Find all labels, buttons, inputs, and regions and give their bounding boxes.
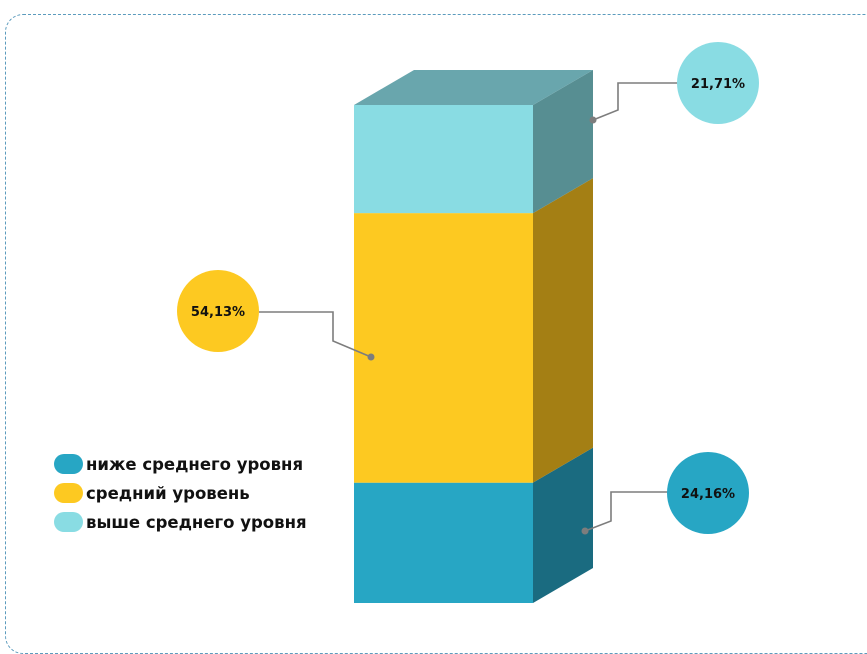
legend-label-2: выше среднего уровня <box>86 513 307 532</box>
bar-segment-front-0 <box>354 482 533 603</box>
callout-layer: 24,16% 54,13% 21,71% <box>177 42 759 535</box>
legend-swatch-0 <box>54 454 83 474</box>
callout-dot-2 <box>589 116 597 124</box>
bar-layer <box>354 70 593 603</box>
stacked-3d-bar-chart: 24,16% 54,13% 21,71% ниже среднего уровня с… <box>54 42 759 603</box>
bar-segment-side-2 <box>533 70 593 214</box>
bar-segment-front-1 <box>354 213 533 483</box>
value-bubble-2 <box>677 42 759 124</box>
legend-swatch-1 <box>54 483 83 503</box>
bar-segment-side-0 <box>533 447 593 603</box>
legend-label-1: средний уровень <box>86 484 250 503</box>
callout-dot-1 <box>367 353 375 361</box>
data-label-1: 54,13% <box>191 305 245 320</box>
callout-dot-0 <box>581 527 589 535</box>
legend-label-0: ниже среднего уровня <box>86 455 303 474</box>
bar-segment-front-2 <box>354 105 533 214</box>
callout-leader-1 <box>259 311 372 358</box>
legend-swatch-2 <box>54 512 83 532</box>
legend: ниже среднего уровня средний уровень выше … <box>54 454 307 532</box>
bar-segment-side-1 <box>533 178 593 483</box>
callout-leader-0 <box>584 491 668 532</box>
data-label-0: 24,16% <box>681 487 735 502</box>
bar-top-face <box>354 70 593 105</box>
callout-leader-2 <box>592 82 678 121</box>
data-label-2: 21,71% <box>691 77 745 92</box>
value-bubble-1 <box>177 270 259 352</box>
value-bubble-0 <box>667 452 749 534</box>
